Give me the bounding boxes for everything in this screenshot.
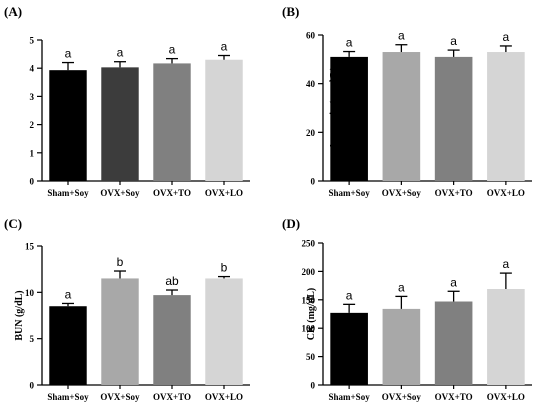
x-tick-label: OVX+LO bbox=[205, 392, 243, 402]
bar bbox=[101, 67, 139, 181]
chart-panel-4: (D) CK (mg/dL) 0 50 100 150 200 250 a Sham+Soy a OV… bbox=[282, 216, 532, 402]
significance-label: a bbox=[221, 40, 228, 54]
significance-label: a bbox=[346, 36, 353, 50]
y-tick-label: 150 bbox=[302, 295, 316, 305]
x-tick-label: Sham+Soy bbox=[329, 188, 371, 198]
bar bbox=[382, 308, 421, 385]
bar bbox=[153, 295, 191, 385]
bar bbox=[205, 59, 243, 181]
y-tick-label: 2 bbox=[30, 120, 35, 130]
significance-label: a bbox=[65, 47, 72, 61]
x-tick-label: Sham+Soy bbox=[329, 392, 371, 402]
y-tick-label: 5 bbox=[30, 36, 35, 46]
y-tick-label: 20 bbox=[306, 128, 316, 138]
bar bbox=[49, 70, 87, 181]
x-tick-label: OVX+Soy bbox=[382, 392, 422, 402]
significance-label: a bbox=[398, 280, 405, 294]
x-tick-label: OVX+Soy bbox=[100, 392, 140, 402]
bar bbox=[330, 312, 368, 385]
bar bbox=[434, 56, 473, 181]
x-tick-label: OVX+Soy bbox=[382, 188, 422, 198]
x-tick-label: OVX+TO bbox=[153, 188, 191, 198]
significance-label: b bbox=[221, 261, 228, 275]
bar bbox=[153, 63, 191, 181]
y-tick-label: 4 bbox=[30, 64, 35, 74]
y-tick-label: 0 bbox=[311, 177, 316, 187]
bar bbox=[205, 278, 243, 385]
panel-label: (A) bbox=[4, 4, 22, 19]
x-tick-label: OVX+Soy bbox=[100, 188, 140, 198]
significance-label: a bbox=[450, 275, 457, 289]
x-tick-label: OVX+LO bbox=[205, 188, 243, 198]
bar bbox=[101, 278, 139, 385]
chart-panel-3: (C) BUN (g/dL) 0 5 10 15 a Sham+Soy b OVX+Soy ab OV… bbox=[4, 216, 250, 402]
significance-label: a bbox=[450, 34, 457, 48]
x-tick-label: OVX+TO bbox=[153, 392, 191, 402]
y-tick-label: 200 bbox=[302, 267, 316, 277]
significance-label: b bbox=[117, 255, 124, 269]
y-tick-label: 250 bbox=[302, 239, 316, 249]
panel-label: (B) bbox=[282, 4, 299, 19]
y-tick-label: 1 bbox=[30, 148, 35, 158]
significance-label: a bbox=[117, 46, 124, 60]
y-tick-label: 0 bbox=[311, 381, 316, 391]
x-tick-label: OVX+LO bbox=[487, 392, 525, 402]
bar bbox=[49, 306, 87, 385]
y-tick-label: 0 bbox=[30, 177, 35, 187]
bar bbox=[330, 56, 368, 181]
significance-label: a bbox=[503, 30, 510, 44]
panel-label: (C) bbox=[4, 216, 22, 231]
y-tick-label: 10 bbox=[25, 288, 35, 298]
significance-label: a bbox=[169, 43, 176, 57]
y-tick-label: 100 bbox=[302, 324, 316, 334]
significance-label: a bbox=[503, 257, 510, 271]
y-tick-label: 50 bbox=[306, 352, 316, 362]
x-tick-label: Sham+Soy bbox=[47, 392, 89, 402]
bar bbox=[434, 301, 473, 385]
x-tick-label: Sham+Soy bbox=[47, 188, 89, 198]
y-axis-title: BUN (g/dL) bbox=[14, 290, 25, 340]
panel-label: (D) bbox=[282, 216, 300, 231]
chart-panel-1: (A)Lactate (mmol/L)012345aSham+SoyaOVX+S… bbox=[4, 4, 250, 198]
y-tick-label: 3 bbox=[30, 92, 35, 102]
y-tick-label: 60 bbox=[306, 31, 316, 41]
x-tick-label: OVX+TO bbox=[435, 188, 473, 198]
significance-label: a bbox=[346, 288, 353, 302]
bar bbox=[487, 289, 525, 385]
x-tick-label: OVX+TO bbox=[435, 392, 473, 402]
bar bbox=[487, 52, 525, 182]
y-tick-label: 40 bbox=[306, 79, 316, 89]
y-axis-title: CK (mg/dL) bbox=[306, 288, 317, 341]
y-tick-label: 5 bbox=[30, 334, 35, 344]
chart-panel-2: (B)Ammonia (umol/L)0204060aSham+SoyaOVX+… bbox=[282, 4, 532, 198]
significance-label: a bbox=[65, 287, 72, 301]
significance-label: a bbox=[398, 29, 405, 43]
x-tick-label: OVX+LO bbox=[487, 188, 525, 198]
y-tick-label: 15 bbox=[25, 242, 35, 252]
y-tick-label: 0 bbox=[30, 381, 35, 391]
significance-label: ab bbox=[165, 274, 179, 288]
bar bbox=[382, 52, 421, 182]
